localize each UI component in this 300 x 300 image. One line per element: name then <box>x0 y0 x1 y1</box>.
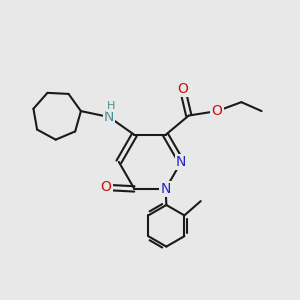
Text: N: N <box>104 110 114 124</box>
Text: O: O <box>212 104 223 118</box>
Text: O: O <box>101 180 112 194</box>
Text: N: N <box>160 182 171 196</box>
Text: H: H <box>106 101 115 111</box>
Text: N: N <box>176 155 186 169</box>
Text: O: O <box>177 82 188 96</box>
